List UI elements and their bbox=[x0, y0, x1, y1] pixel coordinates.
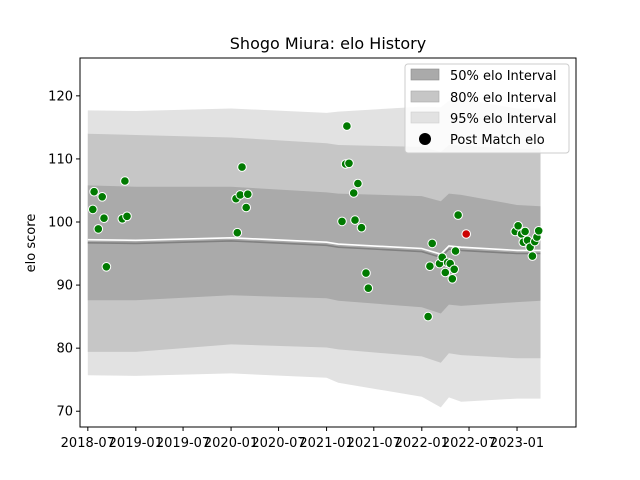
post-match-elo-point bbox=[356, 222, 367, 233]
x-tick-label: 2021-01 bbox=[299, 436, 353, 451]
mean-elo-line bbox=[87, 240, 541, 259]
chart-title: Shogo Miura: elo History bbox=[230, 34, 426, 53]
band-50-interval bbox=[87, 185, 541, 314]
x-tick-label: 2021-07 bbox=[347, 436, 401, 451]
legend: 50% elo Interval 80% elo Interval 95% el… bbox=[404, 63, 570, 154]
post-match-elo-point bbox=[533, 226, 544, 236]
post-match-elo-point bbox=[342, 121, 352, 131]
post-match-elo-point bbox=[520, 226, 530, 237]
y-tick-label: 70 bbox=[56, 405, 73, 420]
x-tick-label: 2020-01 bbox=[204, 436, 258, 451]
post-match-elo-point bbox=[101, 262, 112, 272]
legend-label-95: 95% elo Interval bbox=[450, 112, 557, 127]
legend-frame bbox=[404, 63, 570, 154]
post-match-elo-point bbox=[337, 216, 347, 227]
post-match-elo-point bbox=[344, 158, 354, 169]
legend-label-80: 80% elo Interval bbox=[450, 91, 557, 106]
y-tick-label: 80 bbox=[56, 342, 73, 357]
post-match-elo-point bbox=[122, 211, 132, 222]
post-match-elo-point bbox=[243, 189, 253, 199]
legend-marker-post-match bbox=[419, 133, 431, 145]
post-match-elo-point bbox=[447, 274, 458, 284]
post-match-elo-point bbox=[427, 238, 438, 249]
post-match-elo-point bbox=[348, 188, 359, 198]
legend-swatch-50 bbox=[410, 68, 440, 81]
post-match-elo-point bbox=[361, 268, 371, 278]
legend-label-50: 50% elo Interval bbox=[450, 69, 557, 84]
post-match-elo-point bbox=[99, 213, 109, 223]
post-match-elo-point bbox=[450, 246, 461, 256]
y-tick-label: 120 bbox=[48, 89, 73, 104]
y-tick-label: 110 bbox=[48, 152, 73, 167]
y-tick-label: 90 bbox=[56, 279, 73, 294]
post-match-elo-point bbox=[453, 210, 463, 220]
post-match-elo-point bbox=[232, 227, 243, 238]
post-match-elo-point bbox=[527, 251, 538, 261]
x-tick-label: 2022-01 bbox=[395, 436, 449, 451]
x-tick-label: 2019-01 bbox=[109, 436, 163, 451]
post-match-elo-point bbox=[88, 204, 98, 215]
post-match-elo-point bbox=[449, 264, 460, 275]
upper-trend-line bbox=[87, 236, 541, 256]
x-tick-label: 2018-07 bbox=[61, 436, 115, 451]
legend-label-post-match: Post Match elo bbox=[450, 133, 545, 148]
legend-swatch-80 bbox=[410, 90, 440, 103]
x-tick-label: 2019-07 bbox=[156, 436, 210, 451]
legend-swatch-95 bbox=[410, 111, 440, 124]
post-match-elo-point bbox=[350, 215, 360, 225]
post-match-elo-point bbox=[440, 267, 451, 278]
axes-frame bbox=[79, 57, 577, 428]
post-match-elo-point bbox=[237, 162, 247, 172]
post-match-elo-point bbox=[97, 192, 107, 202]
x-axis: 2018-072019-012019-072020-012020-072021-… bbox=[61, 427, 544, 451]
post-match-elo-point bbox=[89, 186, 99, 197]
post-match-elo-point bbox=[423, 311, 433, 322]
post-match-elo-point bbox=[363, 283, 374, 294]
post-match-elo-point bbox=[93, 224, 104, 234]
post-match-elo-point bbox=[120, 176, 130, 186]
x-tick-label: 2023-01 bbox=[490, 436, 544, 451]
y-axis: 70 80 90 100 110 120 bbox=[48, 89, 80, 420]
y-axis-label: elo score bbox=[24, 214, 39, 273]
post-match-elo-point bbox=[513, 221, 523, 231]
highlighted-elo-point bbox=[461, 229, 472, 239]
x-tick-label: 2020-07 bbox=[251, 436, 305, 451]
plot-area bbox=[87, 99, 544, 408]
post-match-elo-point bbox=[241, 202, 251, 213]
post-match-elo-point bbox=[425, 261, 435, 272]
post-match-elo-point bbox=[353, 178, 363, 189]
y-tick-label: 100 bbox=[48, 216, 73, 231]
x-tick-label: 2022-07 bbox=[442, 436, 496, 451]
